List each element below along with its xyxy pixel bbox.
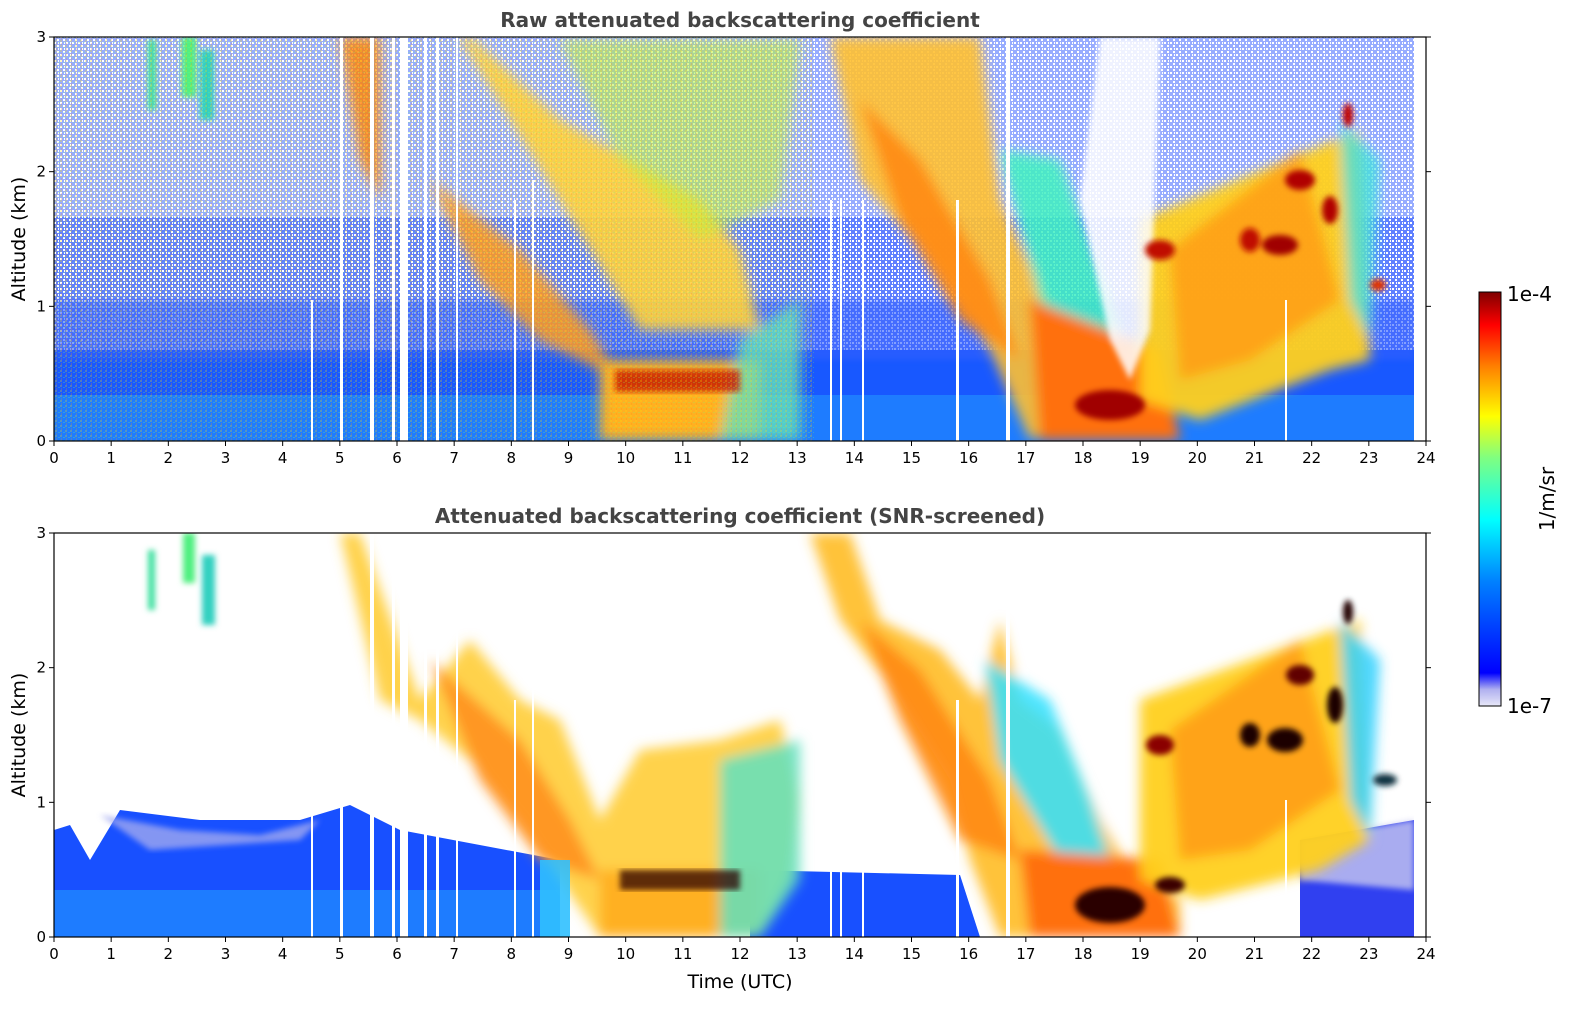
x-tick-label: 0 <box>49 449 59 467</box>
y-tick-label: 0 <box>36 432 46 450</box>
x-tick-label: 23 <box>1359 449 1378 467</box>
x-tick-label: 24 <box>1416 449 1435 467</box>
x-tick-label: 18 <box>1073 945 1092 963</box>
y-axis: 0 1 2 3 <box>36 28 1431 450</box>
x-tick-label: 22 <box>1302 945 1321 963</box>
colorbar-label: 1/m/sr <box>1535 466 1559 531</box>
x-tick-label: 7 <box>449 945 459 963</box>
heatmap-image <box>54 533 1426 937</box>
y-tick-label: 3 <box>36 28 46 46</box>
x-tick-label: 3 <box>221 449 231 467</box>
panel-title: Attenuated backscattering coefficient (S… <box>435 504 1045 528</box>
x-tick-label: 8 <box>507 449 517 467</box>
x-tick-label: 15 <box>902 945 921 963</box>
x-tick-label: 1 <box>106 945 116 963</box>
x-tick-label: 21 <box>1245 945 1264 963</box>
x-tick-label: 14 <box>845 945 864 963</box>
x-tick-label: 9 <box>564 449 574 467</box>
x-tick-label: 19 <box>1131 449 1150 467</box>
y-tick-label: 0 <box>36 928 46 946</box>
x-tick-label: 22 <box>1302 449 1321 467</box>
x-tick-label: 20 <box>1188 449 1207 467</box>
y-tick-label: 1 <box>36 297 46 315</box>
y-axis: 0 1 2 3 <box>36 524 1431 946</box>
x-tick-label: 4 <box>278 945 288 963</box>
x-tick-label: 11 <box>673 945 692 963</box>
y-axis-label: Altitude (km) <box>8 177 30 302</box>
colorbar-max-label: 1e-4 <box>1507 282 1552 306</box>
colorbar: 1e-4 1e-7 1/m/sr <box>1478 282 1559 718</box>
x-tick-label: 16 <box>959 449 978 467</box>
y-tick-label: 1 <box>36 793 46 811</box>
x-tick-label: 1 <box>106 449 116 467</box>
x-axis-label: Time (UTC) <box>686 971 792 993</box>
y-axis-label: Altitude (km) <box>8 673 30 798</box>
x-tick-label: 19 <box>1131 945 1150 963</box>
x-tick-label: 10 <box>616 945 635 963</box>
x-tick-label: 20 <box>1188 945 1207 963</box>
x-tick-label: 8 <box>507 945 517 963</box>
x-tick-label: 5 <box>335 449 345 467</box>
x-axis: 0 1 2 3 4 5 6 7 8 9 10 11 12 13 14 15 16 17 18 19 20 21 22 23 24 <box>49 937 1436 963</box>
x-tick-label: 18 <box>1073 449 1092 467</box>
raw-backscatter-panel: Raw attenuated backscattering coefficien… <box>8 8 1436 467</box>
x-tick-label: 2 <box>164 945 174 963</box>
panel-title: Raw attenuated backscattering coefficien… <box>500 8 980 32</box>
x-tick-label: 21 <box>1245 449 1264 467</box>
heatmap-image <box>54 37 1426 441</box>
x-tick-label: 9 <box>564 945 574 963</box>
x-tick-label: 11 <box>673 449 692 467</box>
x-tick-label: 17 <box>1016 945 1035 963</box>
x-tick-label: 5 <box>335 945 345 963</box>
snr-screened-panel: Attenuated backscattering coefficient (S… <box>8 504 1436 993</box>
x-tick-label: 14 <box>845 449 864 467</box>
x-tick-label: 7 <box>449 449 459 467</box>
x-axis: 0 1 2 3 4 5 6 7 8 9 10 11 12 13 14 15 16 17 18 19 20 21 22 23 24 <box>49 441 1436 467</box>
x-tick-label: 24 <box>1416 945 1435 963</box>
y-tick-label: 2 <box>36 163 46 181</box>
x-tick-label: 15 <box>902 449 921 467</box>
x-tick-label: 23 <box>1359 945 1378 963</box>
x-tick-label: 4 <box>278 449 288 467</box>
x-tick-label: 3 <box>221 945 231 963</box>
x-tick-label: 10 <box>616 449 635 467</box>
x-tick-label: 12 <box>730 945 749 963</box>
y-tick-label: 2 <box>36 659 46 677</box>
y-tick-label: 3 <box>36 524 46 542</box>
x-tick-label: 2 <box>164 449 174 467</box>
x-tick-label: 13 <box>788 945 807 963</box>
colorbar-gradient <box>1478 291 1502 707</box>
x-tick-label: 16 <box>959 945 978 963</box>
x-tick-label: 17 <box>1016 449 1035 467</box>
colorbar-min-label: 1e-7 <box>1507 694 1552 718</box>
x-tick-label: 12 <box>730 449 749 467</box>
x-tick-label: 13 <box>788 449 807 467</box>
x-tick-label: 6 <box>392 449 402 467</box>
x-tick-label: 0 <box>49 945 59 963</box>
x-tick-label: 6 <box>392 945 402 963</box>
